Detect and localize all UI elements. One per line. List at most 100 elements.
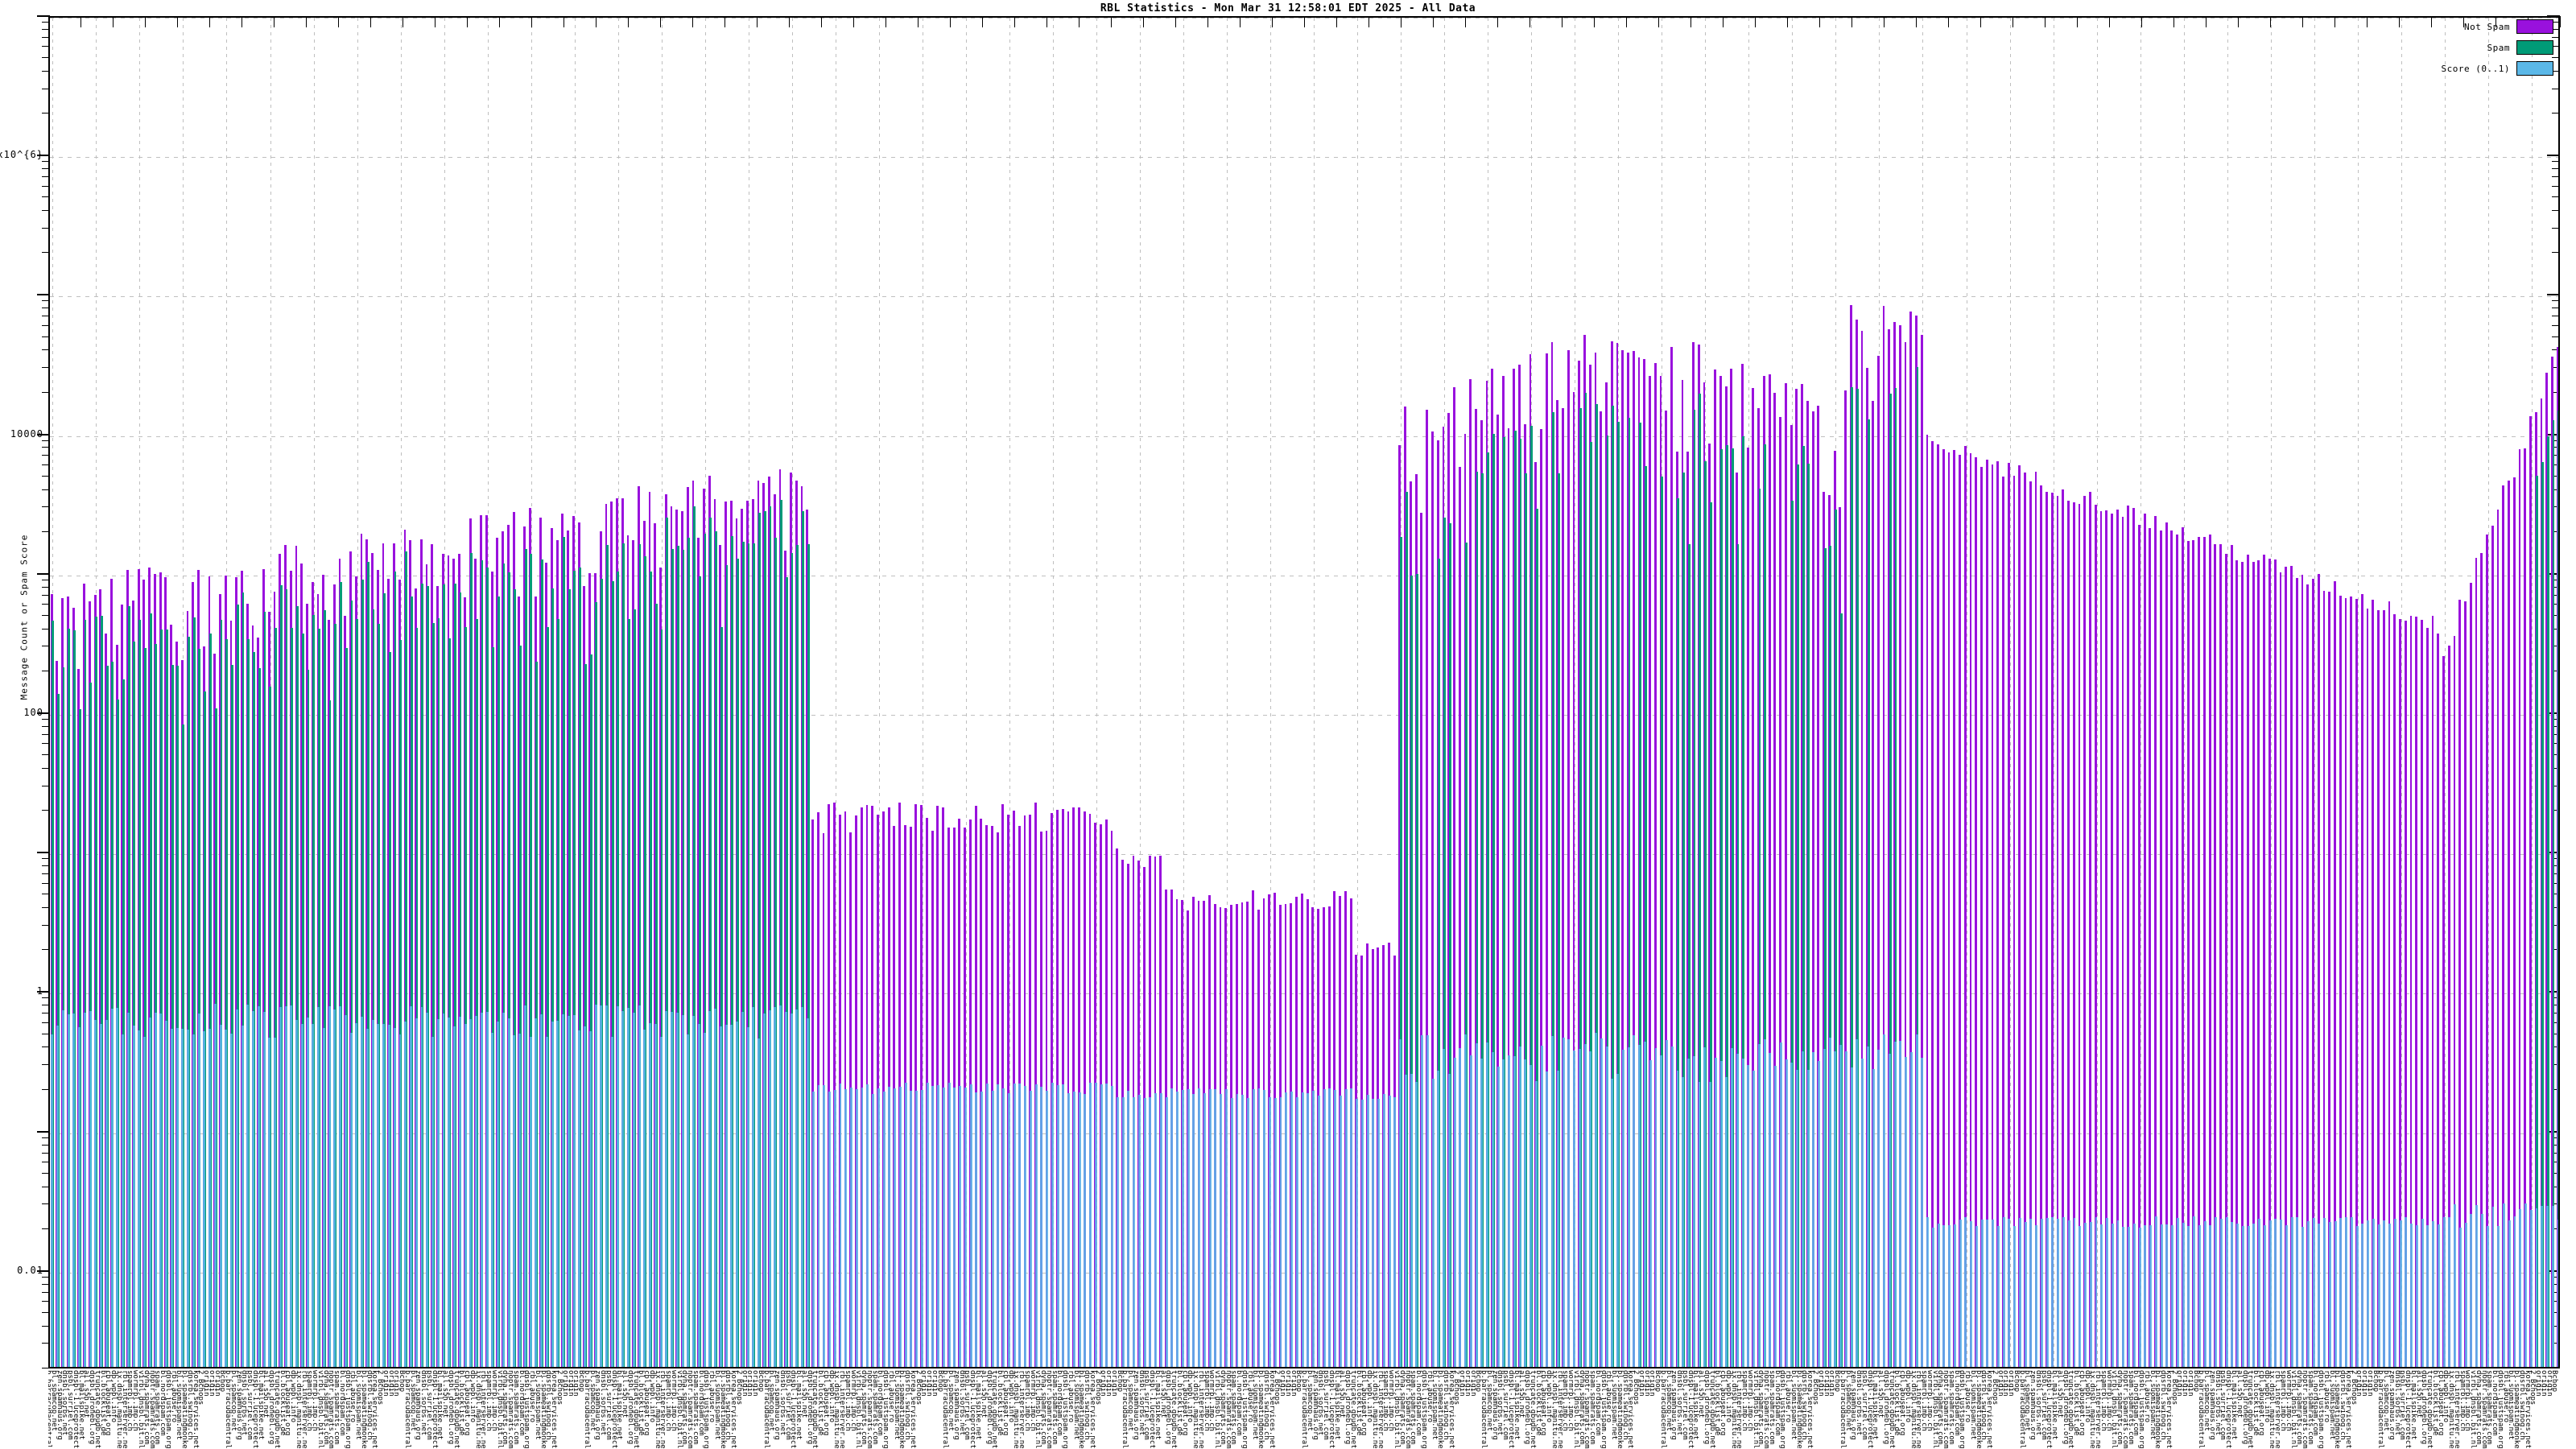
bar-spam bbox=[1736, 544, 1740, 1367]
bar-spam bbox=[622, 543, 625, 1367]
bar-score bbox=[1747, 1065, 1750, 1367]
bar-score bbox=[159, 1013, 163, 1367]
bar-spam bbox=[100, 616, 103, 1367]
bar-score bbox=[762, 1013, 766, 1367]
bar-score bbox=[1046, 1091, 1049, 1367]
bar-score bbox=[2426, 1225, 2429, 1367]
bar-not-spam bbox=[2099, 511, 2103, 1367]
bar-score bbox=[1040, 1086, 1043, 1367]
bar-not-spam bbox=[616, 498, 618, 1367]
bar-not-spam bbox=[1001, 804, 1005, 1367]
bar-spam bbox=[263, 612, 266, 1367]
bar-not-spam bbox=[1850, 304, 1852, 1367]
bar-not-spam bbox=[2268, 558, 2271, 1367]
legend-item-not-spam: Not Spam bbox=[2464, 19, 2553, 34]
bar-not-spam bbox=[1583, 335, 1586, 1367]
bar-score bbox=[230, 1034, 233, 1367]
bar-not-spam bbox=[229, 620, 233, 1367]
bar-score bbox=[1905, 1056, 1908, 1367]
y-tick-right bbox=[2552, 1291, 2560, 1293]
bar-spam bbox=[518, 646, 522, 1367]
bar-not-spam bbox=[393, 543, 395, 1367]
bar-not-spam bbox=[1616, 343, 1619, 1367]
bar-not-spam bbox=[1426, 409, 1429, 1367]
bar-score bbox=[1942, 1224, 1946, 1367]
legend-label-score: Score (0..1) bbox=[2441, 63, 2510, 74]
bar-score bbox=[768, 1010, 771, 1367]
bar-not-spam bbox=[56, 660, 59, 1367]
bar-score bbox=[1334, 1090, 1337, 1367]
bar-score bbox=[1176, 1091, 1179, 1367]
bar-spam bbox=[1606, 435, 1609, 1367]
y-tick bbox=[37, 1130, 50, 1133]
bar-score bbox=[997, 1084, 1000, 1367]
bar-not-spam bbox=[311, 582, 314, 1367]
bar-score bbox=[1263, 1090, 1266, 1367]
bar-not-spam bbox=[2545, 372, 2549, 1367]
bar-spam bbox=[693, 506, 696, 1367]
bar-not-spam bbox=[1475, 408, 1477, 1367]
bar-spam bbox=[1481, 473, 1484, 1367]
bar-not-spam bbox=[881, 811, 885, 1367]
bar-score bbox=[2057, 1219, 2060, 1367]
bar-score bbox=[67, 1013, 70, 1367]
y-tick bbox=[37, 433, 50, 436]
bar-spam bbox=[731, 535, 734, 1367]
bar-not-spam bbox=[2013, 476, 2016, 1367]
bar-score bbox=[1372, 1098, 1375, 1367]
y-tick bbox=[42, 1046, 50, 1048]
bar-score bbox=[2193, 1216, 2196, 1367]
bar-not-spam bbox=[1670, 347, 1673, 1367]
y-tick bbox=[42, 349, 50, 351]
bar-score bbox=[1551, 1036, 1554, 1367]
bar-score bbox=[1344, 1088, 1348, 1367]
bar-score bbox=[1415, 1082, 1418, 1367]
bar-not-spam bbox=[192, 582, 195, 1367]
bar-not-spam bbox=[1518, 364, 1521, 1367]
y-tick-right bbox=[2552, 21, 2560, 23]
bar-not-spam bbox=[1811, 411, 1814, 1367]
bar-score bbox=[697, 1023, 700, 1367]
y-tick bbox=[42, 196, 50, 198]
bar-score bbox=[1360, 1100, 1364, 1367]
bar-not-spam bbox=[415, 588, 417, 1367]
bar-score bbox=[844, 1088, 848, 1367]
bar-not-spam bbox=[1523, 424, 1526, 1367]
bar-score bbox=[2399, 1220, 2402, 1367]
bar-spam bbox=[1476, 471, 1479, 1367]
bar-score bbox=[1121, 1097, 1125, 1367]
y-axis-label: 0.01 bbox=[17, 1264, 43, 1276]
bar-score bbox=[1007, 1093, 1010, 1367]
bar-not-spam bbox=[474, 559, 477, 1367]
bar-not-spam bbox=[523, 526, 526, 1367]
bar-not-spam bbox=[2002, 476, 2004, 1367]
bar-not-spam bbox=[659, 568, 662, 1367]
y-tick bbox=[37, 852, 50, 854]
y-tick bbox=[42, 924, 50, 926]
bar-score bbox=[2393, 1218, 2396, 1367]
bar-not-spam bbox=[561, 514, 564, 1367]
bar-score bbox=[2557, 1220, 2558, 1367]
bar-not-spam bbox=[1920, 335, 1923, 1367]
y-tick-right bbox=[2552, 252, 2560, 254]
bar-spam bbox=[318, 629, 320, 1367]
bar-spam bbox=[1682, 472, 1685, 1367]
bar-not-spam bbox=[2377, 610, 2380, 1367]
bar-score bbox=[2372, 1218, 2375, 1367]
bar-score bbox=[1236, 1093, 1239, 1367]
bar-spam bbox=[1916, 367, 1919, 1367]
bar-spam bbox=[1525, 473, 1528, 1367]
bar-not-spam bbox=[784, 551, 787, 1367]
bar-not-spam bbox=[1420, 513, 1423, 1367]
x-axis-labels: b.barracudacentral.orgbl.spamcop.netzen.… bbox=[48, 1370, 2560, 1449]
bar-not-spam bbox=[800, 485, 803, 1367]
bar-not-spam bbox=[632, 540, 635, 1367]
bar-not-spam bbox=[360, 533, 363, 1367]
bar-not-spam bbox=[164, 576, 167, 1367]
bar-score bbox=[2454, 1203, 2457, 1367]
bar-score bbox=[1002, 1088, 1005, 1367]
bar-not-spam bbox=[1730, 368, 1733, 1367]
bar-score bbox=[855, 1089, 858, 1367]
bar-spam bbox=[720, 626, 723, 1367]
bar-spam bbox=[350, 600, 353, 1367]
